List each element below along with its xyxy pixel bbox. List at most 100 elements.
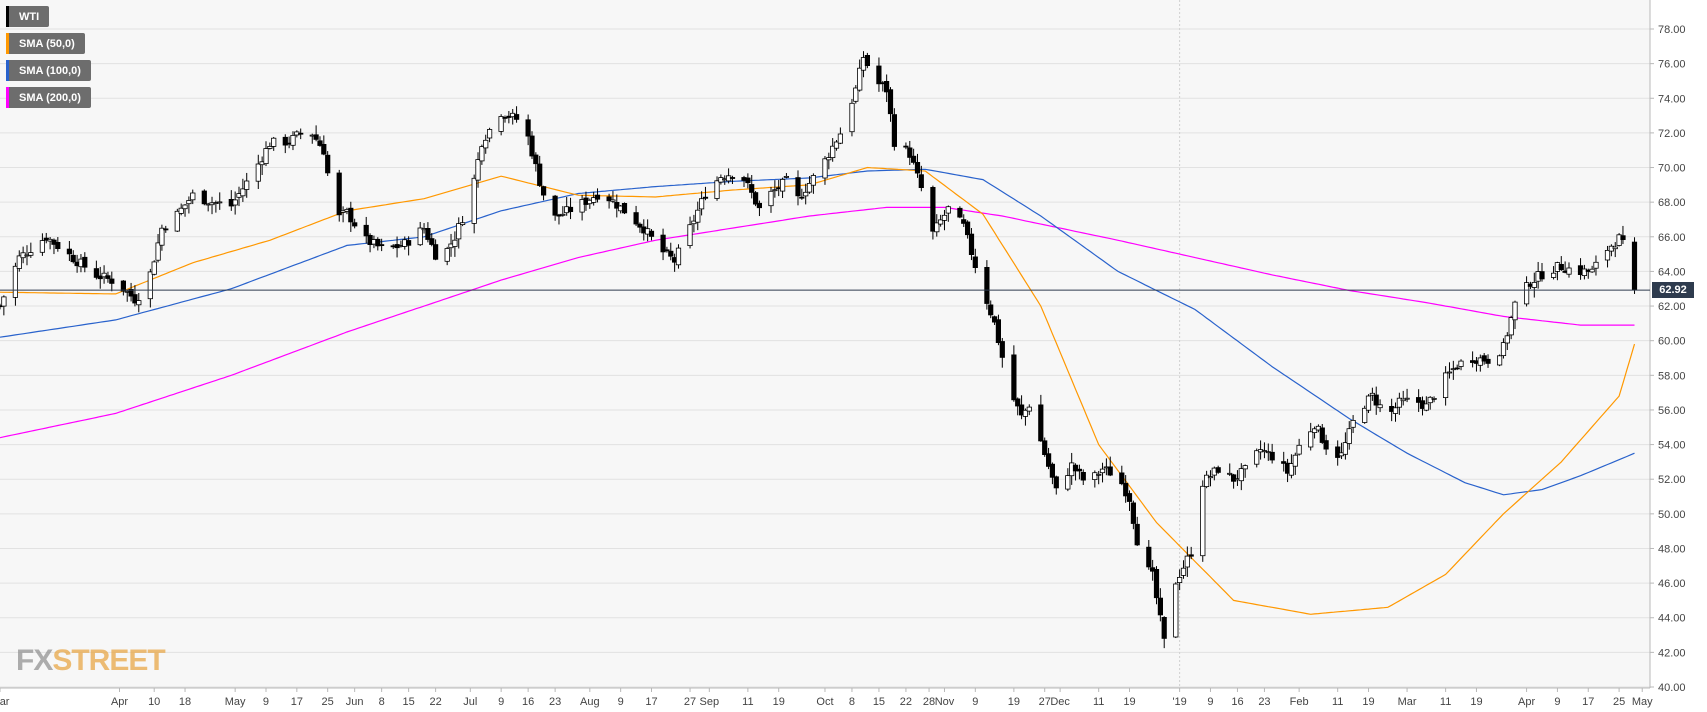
legend-item-wti[interactable]: WTI: [6, 6, 50, 27]
y-axis-ticks: 78.00 76.00 74.00 72.00 70.00 68.00 66.00 64.00…: [1650, 24, 1686, 694]
candle-up: [687, 224, 693, 246]
candle-up: [1296, 444, 1302, 455]
candle-up: [417, 227, 423, 246]
x-tick-label: 25: [322, 696, 334, 708]
legend-label: SMA (100,0): [19, 64, 81, 77]
candle-up: [1238, 468, 1244, 482]
candle-down: [132, 294, 138, 304]
candle-down: [1323, 440, 1329, 450]
candle-up: [768, 190, 774, 207]
candle-up: [830, 145, 836, 158]
x-tick-label: 8: [379, 696, 385, 708]
candle-up: [1369, 392, 1375, 396]
candle-up: [1288, 463, 1294, 476]
candle-up: [1292, 454, 1298, 467]
candle-down: [525, 119, 531, 137]
candle-up: [1581, 268, 1587, 276]
candle-up: [1524, 282, 1530, 305]
candle-up: [1180, 567, 1187, 576]
candle-up: [934, 222, 940, 233]
candle-down: [317, 140, 323, 146]
x-tick-label: 19: [1008, 696, 1020, 708]
y-tick-label: 42.00: [1658, 647, 1686, 659]
candle-up: [1508, 317, 1514, 336]
x-tick-label: Jul: [463, 696, 477, 708]
candle-down: [1620, 235, 1626, 240]
candle-up: [1342, 442, 1348, 455]
candle-up: [1350, 419, 1356, 428]
x-tick-label: 17: [291, 696, 303, 708]
candle-up: [853, 87, 859, 102]
legend-item-sma100[interactable]: SMA (100,0): [6, 60, 91, 81]
candle-down: [1558, 263, 1564, 270]
candle-down: [1076, 468, 1082, 472]
candle-down: [795, 177, 801, 197]
x-tick-label: 19: [1362, 696, 1374, 708]
candle-down: [537, 163, 543, 186]
y-tick-label: 44.00: [1658, 613, 1686, 625]
candle-down: [1161, 617, 1167, 639]
candle-down: [109, 278, 115, 284]
legend-item-sma50[interactable]: SMA (50,0): [6, 33, 85, 54]
candle-down: [375, 238, 381, 247]
logo-street: STREET: [52, 644, 165, 677]
x-tick-label: 19: [1470, 696, 1482, 708]
y-tick-label: 74.00: [1658, 93, 1686, 105]
candle-up: [714, 180, 720, 199]
candle-up: [479, 146, 485, 162]
candle-up: [1443, 372, 1449, 398]
candle-up: [263, 148, 269, 165]
candle-down: [1319, 427, 1325, 443]
y-tick-label: 64.00: [1658, 266, 1686, 278]
candle-up: [1566, 267, 1572, 275]
candle-down: [999, 341, 1005, 358]
legend: WTI SMA (50,0) SMA (100,0) SMA (200,0): [6, 6, 91, 114]
candle-up: [444, 248, 450, 262]
candle-up: [240, 188, 246, 197]
candle-up: [1593, 261, 1599, 269]
legend-label: WTI: [19, 10, 40, 23]
candle-up: [452, 239, 458, 247]
candle-up: [1022, 409, 1029, 417]
x-tick-label: 8: [849, 696, 855, 708]
candle-down: [514, 114, 520, 120]
candle-down: [378, 244, 385, 247]
legend-swatch: [6, 60, 9, 81]
candle-up: [579, 199, 585, 213]
candle-up: [1458, 360, 1464, 367]
last-price-tag: 62.92: [1652, 282, 1694, 299]
y-tick-label: 72.00: [1658, 128, 1686, 140]
candle-up: [155, 242, 161, 261]
candle-up: [675, 247, 682, 266]
x-tick-label: 11: [1332, 696, 1343, 708]
candle-up: [1504, 335, 1510, 344]
candle-up: [938, 219, 944, 225]
candle-down: [1046, 453, 1052, 467]
y-tick-label: 58.00: [1658, 370, 1686, 382]
x-tick-label: 17: [1582, 696, 1594, 708]
candle-up: [803, 191, 809, 197]
moving-averages: [0, 166, 1636, 615]
candle-down: [82, 256, 88, 268]
candle-down: [336, 172, 342, 216]
candle-up: [190, 192, 196, 201]
x-tick-label: 22: [900, 696, 912, 708]
candle-up: [1365, 395, 1372, 411]
candle-up: [1616, 234, 1622, 246]
candle-up: [1446, 371, 1453, 374]
legend-item-sma200[interactable]: SMA (200,0): [6, 87, 91, 108]
x-tick-label: 9: [972, 696, 978, 708]
candle-up: [1404, 397, 1410, 400]
candle-down: [968, 233, 975, 256]
candle-up: [1065, 475, 1071, 490]
candle-down: [363, 224, 369, 237]
candlesticks: [0, 51, 1638, 649]
candle-down: [1042, 440, 1048, 455]
candle-down: [637, 223, 643, 228]
candle-up: [217, 201, 223, 204]
candle-down: [648, 230, 655, 237]
x-tick-label: 9: [263, 696, 269, 708]
candle-down: [907, 147, 913, 158]
candle-down: [961, 219, 967, 224]
candle-up: [456, 223, 462, 240]
